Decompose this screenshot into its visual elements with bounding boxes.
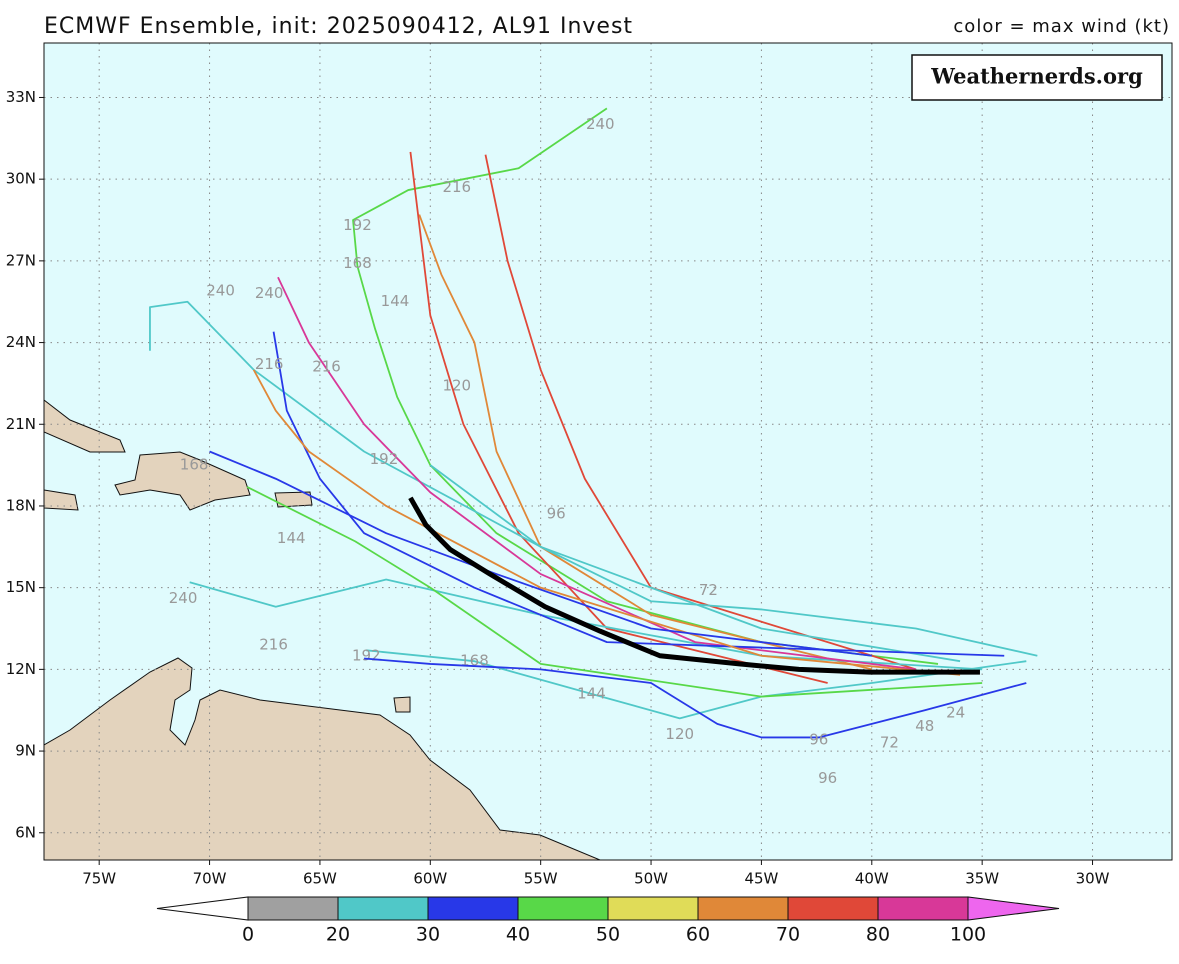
member-track — [429, 464, 1038, 657]
colorbar-label: 20 — [326, 924, 350, 946]
y-tick-label: 18N — [6, 496, 36, 514]
grid — [39, 43, 1172, 865]
watermark: Weathernerds.org — [930, 64, 1143, 89]
hour-label: 216 — [259, 635, 288, 653]
x-tick-label: 55W — [524, 870, 558, 888]
member-track — [409, 151, 828, 684]
member-track — [364, 657, 1027, 739]
x-tick-label: 70W — [193, 870, 227, 888]
colorbar-box — [427, 896, 519, 921]
hour-label: 168 — [180, 456, 209, 474]
legend-note: color = max wind (kt) — [953, 16, 1170, 37]
member-track — [246, 486, 983, 698]
hour-label: 240 — [586, 115, 615, 133]
hour-label: 240 — [255, 284, 284, 302]
over-triangle — [967, 896, 1060, 921]
colorbar-label: 60 — [686, 924, 710, 946]
member-track — [352, 107, 939, 665]
y-tick-label: 21N — [6, 415, 36, 433]
watermark-box — [911, 54, 1163, 101]
colorbar-label: 50 — [596, 924, 620, 946]
colorbar-label: 70 — [776, 924, 800, 946]
land — [44, 399, 601, 860]
hour-label: 168 — [343, 254, 372, 272]
colorbar-box — [607, 896, 699, 921]
colorbar-label: 30 — [416, 924, 440, 946]
colorbar-label: 0 — [242, 924, 254, 946]
colorbar: 0 20 30 40 50 60 70 80 100 — [156, 896, 1060, 946]
hour-label: 144 — [277, 529, 306, 547]
x-tick-label: 35W — [965, 870, 999, 888]
y-tick-label: 15N — [6, 578, 36, 596]
member-track — [189, 578, 983, 671]
x-tick-label: 45W — [744, 870, 778, 888]
frame — [43, 42, 1173, 861]
hour-label: 144 — [381, 292, 410, 310]
y-tick-label: 27N — [6, 251, 36, 269]
tracks: 240 216 192 168 144 120 240 216 240 240 216 192 168 1… — [149, 107, 1038, 787]
colorbar-box — [877, 896, 969, 921]
member-track — [418, 214, 873, 671]
member-track — [252, 369, 961, 676]
title: ECMWF Ensemble, init: 2025090412, AL91 I… — [44, 14, 633, 39]
y-tick-label: 30N — [6, 170, 36, 188]
colorbar-box — [337, 896, 429, 921]
hour-label: 96 — [547, 505, 566, 523]
member-track — [366, 649, 1027, 720]
hour-label: 216 — [442, 178, 471, 196]
x-tick-label: 30W — [1076, 870, 1110, 888]
colorbar-box — [517, 896, 609, 921]
hour-label: 120 — [442, 377, 471, 395]
member-track — [272, 331, 1005, 657]
hour-label: 216 — [312, 358, 341, 376]
colorbar-box — [787, 896, 879, 921]
hour-label: 72 — [880, 733, 899, 751]
y-tick-label: 33N — [6, 88, 36, 106]
hour-label: 48 — [915, 717, 934, 735]
member-track — [277, 276, 917, 671]
hour-label: 192 — [370, 450, 399, 468]
mean-track — [408, 496, 980, 675]
member-track — [209, 450, 872, 657]
hour-label: 192 — [352, 646, 381, 664]
x-tick-label: 40W — [855, 870, 889, 888]
y-tick-label: 6N — [15, 823, 36, 841]
hour-label: 240 — [169, 589, 198, 607]
y-tick-label: 24N — [6, 333, 36, 351]
member-track — [149, 300, 961, 663]
colorbar-box — [247, 896, 339, 921]
hour-label: 192 — [343, 216, 372, 234]
y-tick-label: 9N — [15, 742, 36, 760]
colorbar-label: 40 — [506, 924, 530, 946]
colorbar-label: 80 — [866, 924, 890, 946]
hour-label: 144 — [577, 684, 606, 702]
y-tick-label: 12N — [6, 660, 36, 678]
x-tick-label: 50W — [634, 870, 668, 888]
hour-label: 216 — [255, 355, 284, 373]
hour-label: 96 — [809, 731, 828, 749]
hour-label: 120 — [665, 725, 694, 743]
hour-label: 72 — [699, 581, 718, 599]
hour-label: 24 — [946, 703, 965, 721]
colorbar-label: 100 — [950, 924, 986, 946]
hour-label: 240 — [206, 281, 235, 299]
x-tick-label: 60W — [413, 870, 447, 888]
colorbar-box — [697, 896, 789, 921]
under-triangle — [156, 896, 249, 921]
x-tick-label: 75W — [82, 870, 116, 888]
member-track — [484, 154, 917, 671]
x-tick-label: 65W — [303, 870, 337, 888]
hour-label: 96 — [818, 769, 837, 787]
